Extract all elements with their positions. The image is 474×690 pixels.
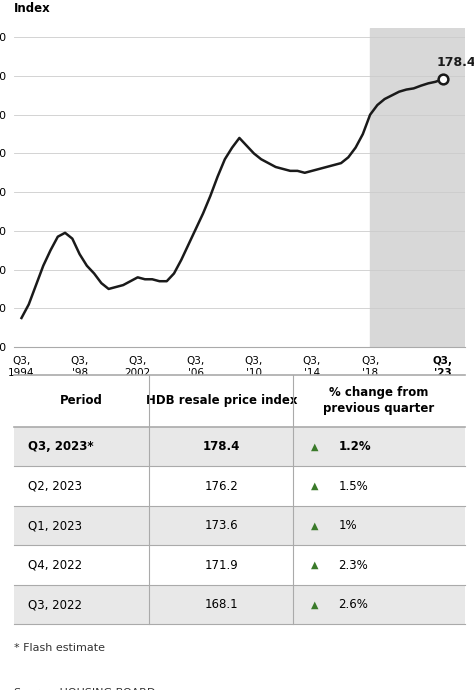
FancyBboxPatch shape <box>14 426 465 466</box>
FancyBboxPatch shape <box>14 585 465 624</box>
Text: 1.2%: 1.2% <box>338 440 371 453</box>
Text: Index: Index <box>14 2 51 14</box>
FancyBboxPatch shape <box>14 466 465 506</box>
Text: 1%: 1% <box>338 519 357 532</box>
Text: 173.6: 173.6 <box>205 519 238 532</box>
Text: Q4, 2022: Q4, 2022 <box>27 559 82 571</box>
Text: Q3, 2022: Q3, 2022 <box>27 598 82 611</box>
Text: 178.4*: 178.4* <box>437 57 474 70</box>
Text: 176.2: 176.2 <box>204 480 238 493</box>
Text: 171.9: 171.9 <box>204 559 238 571</box>
Text: 2.3%: 2.3% <box>338 559 368 571</box>
Text: 168.1: 168.1 <box>205 598 238 611</box>
Bar <box>370 28 465 347</box>
Text: ▲: ▲ <box>311 481 319 491</box>
Text: 2.6%: 2.6% <box>338 598 368 611</box>
Text: 178.4: 178.4 <box>203 440 240 453</box>
Text: * Flash estimate: * Flash estimate <box>14 643 105 653</box>
Text: ▲: ▲ <box>311 521 319 531</box>
Text: % change from
previous quarter: % change from previous quarter <box>323 386 435 415</box>
Text: Q2, 2023: Q2, 2023 <box>27 480 82 493</box>
Text: ▲: ▲ <box>311 442 319 451</box>
Text: Source: HOUSING BOARD: Source: HOUSING BOARD <box>14 689 155 690</box>
Text: Period: Period <box>60 395 103 407</box>
FancyBboxPatch shape <box>14 375 465 426</box>
Text: Q1, 2023: Q1, 2023 <box>27 519 82 532</box>
Text: HDB resale price index: HDB resale price index <box>146 395 297 407</box>
Text: Q3, 2023*: Q3, 2023* <box>27 440 93 453</box>
FancyBboxPatch shape <box>14 545 465 585</box>
Text: ▲: ▲ <box>311 560 319 570</box>
FancyBboxPatch shape <box>14 506 465 545</box>
Text: ▲: ▲ <box>311 600 319 610</box>
Text: 1.5%: 1.5% <box>338 480 368 493</box>
